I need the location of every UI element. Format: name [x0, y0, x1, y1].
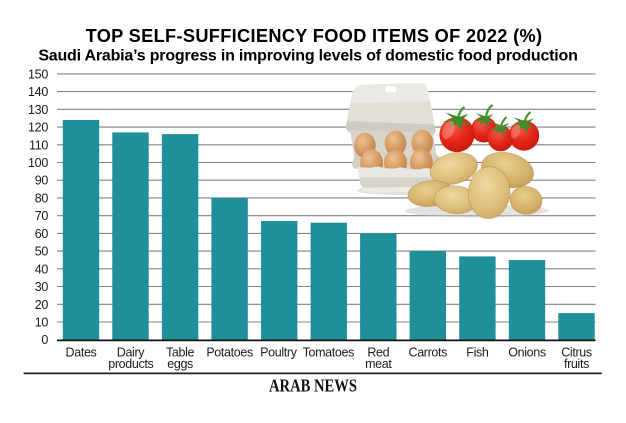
- svg-text:Red: Red: [367, 346, 389, 360]
- svg-text:70: 70: [35, 209, 49, 223]
- svg-text:Onions: Onions: [508, 346, 546, 360]
- svg-text:130: 130: [28, 103, 48, 117]
- svg-text:120: 120: [28, 121, 48, 135]
- svg-text:Dairy: Dairy: [117, 346, 146, 360]
- svg-text:fruits: fruits: [564, 357, 589, 371]
- svg-text:150: 150: [28, 67, 48, 81]
- svg-text:50: 50: [35, 245, 49, 259]
- svg-text:60: 60: [35, 227, 49, 241]
- svg-text:Tomatoes: Tomatoes: [303, 346, 354, 360]
- svg-text:100: 100: [28, 156, 48, 170]
- svg-text:0: 0: [41, 333, 48, 347]
- svg-text:Poultry: Poultry: [260, 346, 298, 360]
- svg-text:TOP SELF-SUFFICIENCY FOOD ITEM: TOP SELF-SUFFICIENCY FOOD ITEMS OF 2022 …: [86, 26, 543, 46]
- svg-text:Potatoes: Potatoes: [206, 346, 253, 360]
- svg-text:20: 20: [35, 298, 49, 312]
- svg-text:Fish: Fish: [466, 346, 489, 360]
- svg-text:products: products: [108, 357, 153, 371]
- svg-text:Carrots: Carrots: [409, 346, 448, 360]
- svg-text:30: 30: [35, 280, 49, 294]
- svg-text:140: 140: [28, 85, 48, 99]
- svg-text:Dates: Dates: [66, 346, 97, 360]
- svg-text:Citrus: Citrus: [561, 346, 592, 360]
- svg-text:80: 80: [35, 191, 49, 205]
- svg-text:eggs: eggs: [167, 357, 193, 371]
- svg-text:Table: Table: [166, 346, 195, 360]
- svg-text:10: 10: [35, 316, 49, 330]
- svg-text:ARAB NEWS: ARAB NEWS: [269, 376, 357, 396]
- svg-text:40: 40: [35, 262, 49, 276]
- svg-text:meat: meat: [365, 357, 392, 371]
- svg-text:Saudi Arabia’s progress in imp: Saudi Arabia’s progress in improving lev…: [38, 47, 577, 64]
- svg-text:90: 90: [35, 174, 49, 188]
- svg-text:110: 110: [29, 138, 48, 152]
